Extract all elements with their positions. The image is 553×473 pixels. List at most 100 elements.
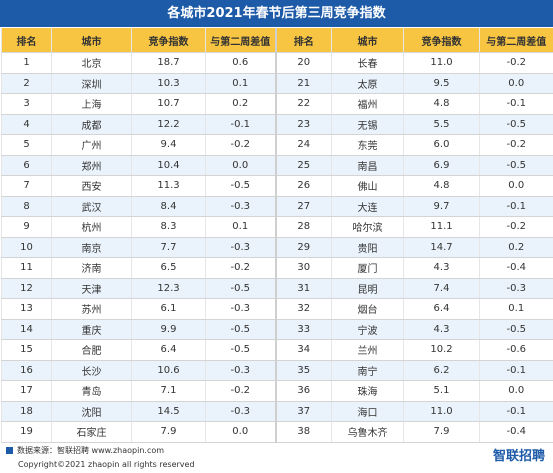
- table-row: 16 长沙 10.6 -0.3 35 南宁 6.2 -0.1: [1, 360, 553, 381]
- cell-rank: 36: [274, 380, 332, 402]
- data-source-text: 数据来源：智联招聘 www.zhaopin.com: [17, 446, 165, 455]
- cell-diff: -0.3: [205, 401, 276, 422]
- cell-index: 7.4: [403, 278, 480, 299]
- table-row: 12 天津 12.3 -0.5 31 昆明 7.4 -0.3: [1, 278, 553, 299]
- cell-diff: -0.1: [479, 360, 553, 381]
- cell-diff: -0.2: [205, 380, 276, 402]
- cell-rank: 32: [274, 298, 332, 320]
- cell-diff: -0.2: [479, 216, 553, 238]
- cell-index: 8.4: [131, 196, 206, 217]
- cell-diff: 0.2: [479, 237, 553, 258]
- cell-city: 珠海: [331, 380, 404, 402]
- cell-rank: 28: [274, 216, 332, 238]
- cell-diff: 0.0: [479, 380, 553, 402]
- cell-index: 9.5: [403, 73, 480, 94]
- cell-rank: 15: [1, 339, 52, 361]
- header-rank: 排名: [274, 28, 332, 53]
- cell-diff: -0.4: [479, 421, 553, 443]
- cell-rank: 13: [1, 298, 52, 320]
- cell-rank: 29: [274, 237, 332, 258]
- cell-index: 6.1: [131, 298, 206, 320]
- cell-rank: 10: [1, 237, 52, 258]
- table-row: 2 深圳 10.3 0.1 21 太原 9.5 0.0: [1, 73, 553, 94]
- cell-rank: 16: [1, 360, 52, 381]
- cell-rank: 34: [274, 339, 332, 361]
- cell-index: 10.4: [131, 155, 206, 176]
- header-index: 竞争指数: [131, 28, 206, 53]
- cell-city: 乌鲁木齐: [331, 421, 404, 443]
- cell-city: 郑州: [51, 155, 132, 176]
- cell-diff: -0.6: [479, 339, 553, 361]
- cell-city: 深圳: [51, 73, 132, 94]
- cell-rank: 20: [274, 52, 332, 74]
- cell-index: 5.1: [403, 380, 480, 402]
- cell-city: 兰州: [331, 339, 404, 361]
- cell-diff: -0.3: [479, 278, 553, 299]
- table-row: 5 广州 9.4 -0.2 24 东莞 6.0 -0.2: [1, 134, 553, 156]
- footer: 数据来源：智联招聘 www.zhaopin.com Copyright©2021…: [0, 443, 553, 473]
- cell-diff: -0.3: [205, 196, 276, 217]
- cell-diff: -0.5: [479, 114, 553, 135]
- table-row: 17 青岛 7.1 -0.2 36 珠海 5.1 0.0: [1, 380, 553, 402]
- cell-city: 武汉: [51, 196, 132, 217]
- page-title: 各城市2021年春节后第三周竞争指数: [0, 0, 553, 27]
- cell-city: 济南: [51, 257, 132, 279]
- cell-diff: -0.5: [205, 175, 276, 197]
- table-row: 7 西安 11.3 -0.5 26 佛山 4.8 0.0: [1, 175, 553, 197]
- cell-index: 12.3: [131, 278, 206, 299]
- cell-rank: 19: [1, 421, 52, 443]
- cell-city: 合肥: [51, 339, 132, 361]
- table-row: 10 南京 7.7 -0.3 29 贵阳 14.7 0.2: [1, 237, 553, 258]
- cell-rank: 3: [1, 93, 52, 115]
- cell-city: 石家庄: [51, 421, 132, 443]
- cell-rank: 37: [274, 401, 332, 422]
- cell-index: 8.3: [131, 216, 206, 238]
- table-row: 15 合肥 6.4 -0.5 34 兰州 10.2 -0.6: [1, 339, 553, 361]
- cell-city: 长春: [331, 52, 404, 74]
- cell-rank: 21: [274, 73, 332, 94]
- square-bullet-icon: [6, 447, 13, 454]
- cell-rank: 2: [1, 73, 52, 94]
- cell-city: 海口: [331, 401, 404, 422]
- cell-diff: 0.6: [205, 52, 276, 74]
- cell-index: 11.0: [403, 52, 480, 74]
- cell-rank: 24: [274, 134, 332, 156]
- cell-city: 苏州: [51, 298, 132, 320]
- cell-diff: -0.3: [205, 360, 276, 381]
- table-row: 9 杭州 8.3 0.1 28 哈尔滨 11.1 -0.2: [1, 216, 553, 238]
- cell-rank: 17: [1, 380, 52, 402]
- table-row: 11 济南 6.5 -0.2 30 厦门 4.3 -0.4: [1, 257, 553, 279]
- table-row: 14 重庆 9.9 -0.5 33 宁波 4.3 -0.5: [1, 319, 553, 340]
- cell-rank: 11: [1, 257, 52, 279]
- cell-index: 14.5: [131, 401, 206, 422]
- table-body: 1 北京 18.7 0.6 20 长春 11.0 -0.2 2 深圳 10.3 0.1 21 太原 9.5 0…: [1, 52, 553, 443]
- table-row: 19 石家庄 7.9 0.0 38 乌鲁木齐 7.9 -0.4: [1, 421, 553, 443]
- cell-index: 14.7: [403, 237, 480, 258]
- cell-index: 9.7: [403, 196, 480, 217]
- cell-city: 宁波: [331, 319, 404, 340]
- cell-city: 北京: [51, 52, 132, 74]
- cell-rank: 7: [1, 175, 52, 197]
- cell-index: 6.5: [131, 257, 206, 279]
- cell-diff: -0.5: [205, 278, 276, 299]
- cell-rank: 18: [1, 401, 52, 422]
- cell-rank: 27: [274, 196, 332, 217]
- cell-diff: 0.1: [205, 216, 276, 238]
- cell-index: 4.8: [403, 93, 480, 115]
- cell-diff: 0.0: [479, 175, 553, 197]
- cell-index: 6.4: [403, 298, 480, 320]
- cell-rank: 30: [274, 257, 332, 279]
- cell-city: 南昌: [331, 155, 404, 176]
- cell-city: 厦门: [331, 257, 404, 279]
- cell-index: 4.3: [403, 257, 480, 279]
- cell-rank: 23: [274, 114, 332, 135]
- cell-rank: 35: [274, 360, 332, 381]
- cell-index: 6.0: [403, 134, 480, 156]
- cell-diff: -0.1: [479, 93, 553, 115]
- cell-index: 4.3: [403, 319, 480, 340]
- cell-rank: 12: [1, 278, 52, 299]
- table-row: 3 上海 10.7 0.2 22 福州 4.8 -0.1: [1, 93, 553, 115]
- cell-city: 哈尔滨: [331, 216, 404, 238]
- header-rank: 排名: [1, 28, 52, 53]
- cell-index: 10.7: [131, 93, 206, 115]
